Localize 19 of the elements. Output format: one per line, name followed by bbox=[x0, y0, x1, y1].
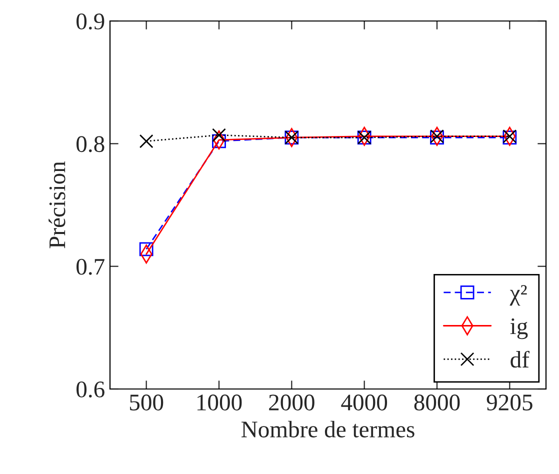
legend-label: ig bbox=[510, 318, 528, 340]
y-tick-label: 0.6 bbox=[76, 381, 104, 398]
x-tick-label: 4000 bbox=[341, 394, 388, 410]
x-tick-label: 500 bbox=[130, 394, 164, 410]
x-tick-label: 8000 bbox=[414, 394, 460, 410]
point bbox=[139, 242, 154, 256]
x-tick-label: 9205 bbox=[486, 394, 532, 410]
y-tick-label: 0.9 bbox=[76, 13, 104, 30]
legend-label: df bbox=[510, 350, 530, 368]
x-tick-label: 2000 bbox=[269, 394, 314, 410]
y-tick-label: 0.7 bbox=[76, 258, 104, 275]
legend-label: χ² bbox=[510, 285, 527, 306]
y-tick-label: 0.8 bbox=[76, 136, 104, 152]
point bbox=[139, 134, 154, 148]
point bbox=[212, 134, 226, 148]
x-tick-label: 1000 bbox=[197, 394, 242, 410]
point bbox=[212, 128, 226, 142]
y-axis-title: Précision bbox=[48, 161, 66, 248]
x-axis-title: Nombre de termes bbox=[241, 420, 414, 438]
